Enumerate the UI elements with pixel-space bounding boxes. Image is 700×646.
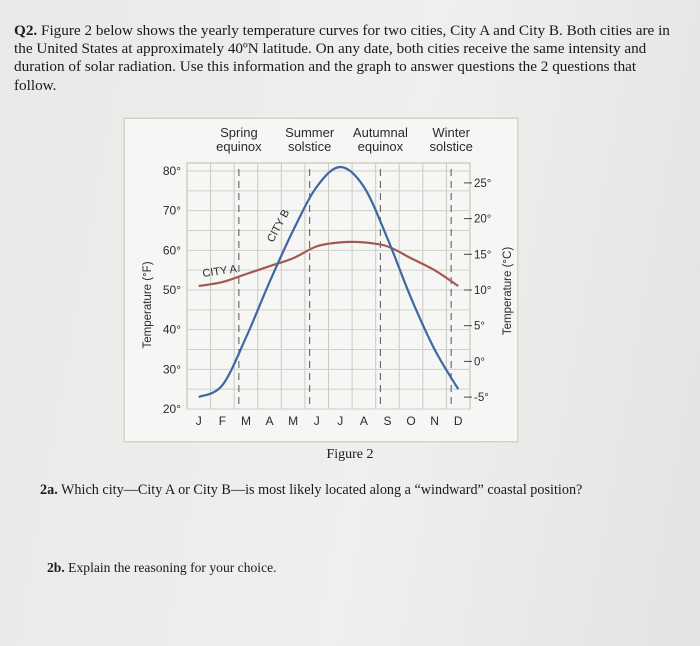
series-lines [198,165,460,399]
month-label: O [406,414,415,428]
season-marker-lines [238,169,452,405]
celsius-axis-title: Temperature (°C) [502,247,514,335]
month-label: S [383,414,391,428]
question-2b-text: Explain the reasoning for your choice. [68,560,277,575]
question-2a-label: 2a. [40,482,58,498]
fahrenheit-ticks: 80° 70° 60° 50° 40° 30° 20° [163,164,181,416]
question-2a: 2a. Which city—City A or City B—is most … [40,482,582,499]
celsius-tick-label: 0° [474,356,485,368]
celsius-tick-label: 10° [474,285,491,297]
season-headers: Spring equinox Summer solstice Autumnal equin… [216,125,473,154]
celsius-tick-label: 20° [474,214,491,226]
season-header-label: Spring equinox [216,125,262,154]
month-label: A [266,414,274,428]
celsius-tick-label: -5° [474,392,489,404]
month-label: J [196,414,202,428]
fahrenheit-axis-title: Temperature (°F) [142,261,154,348]
celsius-tick-label: 25° [474,178,491,190]
season-header-label: Winter solstice [429,125,472,154]
figure-2: Spring equinox Summer solstice Autumnal equin… [124,118,518,442]
question-2b: 2b. Explain the reasoning for your choic… [47,560,277,576]
month-label: M [241,414,251,428]
celsius-ticks: 25° 20° 15° 10° 5° 0° -5° [464,178,491,404]
season-header-label: Summer solstice [285,125,335,154]
figure-caption: Figure 2 [326,447,374,462]
fahrenheit-tick-label: 20° [163,402,181,416]
celsius-tick-label: 5° [474,321,485,333]
month-label: J [314,414,320,428]
city-b-curve [198,165,460,399]
question-2b-label: 2b. [47,560,65,575]
month-label: J [337,414,343,428]
month-label: A [360,414,368,428]
question-number: Q2. [14,22,38,39]
fahrenheit-tick-label: 60° [163,243,181,257]
question-text: Q2. Figure 2 below shows the yearly temp… [14,22,674,95]
celsius-tick-label: 15° [474,249,491,261]
chart-grid [186,162,471,410]
season-header-label: Autumnal equinox [353,125,408,154]
month-label: M [288,414,298,428]
fahrenheit-tick-label: 30° [163,362,181,376]
fahrenheit-tick-label: 50° [163,283,181,297]
temperature-chart: Spring equinox Summer solstice Autumnal equin… [142,125,514,428]
question-body: Figure 2 below shows the yearly temperat… [14,22,670,94]
fahrenheit-tick-label: 40° [163,323,181,337]
month-label: D [454,414,463,428]
question-2a-text: Which city—City A or City B—is most like… [61,482,583,498]
fahrenheit-tick-label: 70° [163,204,181,218]
month-label: F [219,414,226,428]
city-a-label: CITY A [202,263,239,280]
fahrenheit-tick-label: 80° [163,164,181,178]
month-label: N [430,414,439,428]
city-a-curve [198,240,459,288]
